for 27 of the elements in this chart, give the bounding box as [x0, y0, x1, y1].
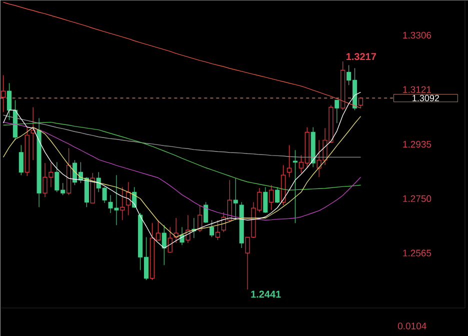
annotation: 1.2441	[251, 290, 281, 298]
candlestick	[292, 150, 298, 224]
candlestick	[263, 186, 268, 214]
y-tick-label: 1.2750	[403, 195, 432, 202]
y-tick-label: 1.2565	[403, 250, 432, 256]
candlestick	[210, 220, 214, 238]
candlestick	[168, 226, 172, 254]
ref-line-label: 1.3092	[412, 94, 439, 102]
text: 0.0104	[398, 322, 426, 330]
candlestick	[286, 144, 292, 178]
candlestick	[334, 100, 340, 124]
candlestick	[233, 178, 238, 220]
candlestick	[358, 96, 364, 108]
candlestick	[198, 204, 202, 232]
candlestick	[162, 224, 166, 266]
candlestick	[215, 220, 220, 240]
candlestick	[6, 82, 12, 120]
y-tick-label: 1.3121	[403, 86, 432, 93]
y-tick-label: 1.2935	[403, 140, 432, 148]
candlestick	[269, 184, 274, 210]
candlestick	[180, 226, 184, 246]
candlestick	[18, 144, 24, 176]
y-tick-label: 1.3306	[403, 32, 432, 39]
candlestick	[275, 186, 280, 204]
annotation: 1.3217	[346, 53, 376, 60]
candlestick	[204, 202, 208, 224]
candlestick	[120, 186, 125, 220]
